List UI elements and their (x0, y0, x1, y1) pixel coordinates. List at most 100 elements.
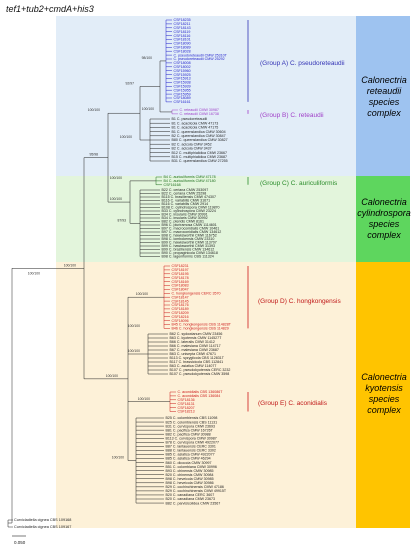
outgroup-leaf: Curvicladiella cignea CBS 109167 (14, 525, 71, 529)
group-a-leaf: CSF16161 (174, 100, 191, 104)
kyotensis-leaf: B20 C. canadiana CMW 23673 (166, 497, 216, 501)
outgroup-leaf: Curvicladiella cignea CBS 109168 (14, 518, 71, 522)
reteaudii-leaf: B31 C. queenslandica CMW 27255 (172, 159, 228, 163)
reteaudii-leaf: B1 C. acaciicola CMW 47175 (172, 126, 219, 130)
support-value: 87/93 (118, 218, 127, 222)
support-value: 100/100 (106, 374, 118, 378)
group-a-leaf: CSF18002 (174, 65, 191, 69)
cylindrospora-leaf: B97 C. macroconidialis CMW 134612 (162, 230, 222, 234)
cylindrospora-leaf: B90 C. propaginicola CMW 134618 (162, 251, 218, 255)
support-value: 100/100 (142, 107, 154, 111)
kyotensis-leaf: B107 C. pseudokyotensis CMW 3598 (170, 372, 230, 376)
cylindrospora-leaf: B98 C. lombokensis CMW 23310 (162, 237, 215, 241)
reteaudii-leaf: B2 C. queenslandica CMW 30847 (172, 134, 226, 138)
cylindrospora-leaf: B115 C. brasiliensis CMW 474307 (162, 195, 216, 199)
kyotensis-leaf: B113 C. syzygiicola CBS 112831T (170, 356, 225, 360)
cylindrospora-leaf: B22 C. ceriana CMW 253097 (162, 188, 209, 192)
scale-bar-label: 0.050 (14, 540, 26, 545)
group-c-leaf: B4 C. auriculiformis CMW 47178 (164, 175, 216, 179)
support-value: 100/100 (64, 263, 76, 267)
kyotensis-leaf: B85 C. asiatica CMW 46294 (166, 457, 211, 461)
group-d-leaf: CSF18169 (172, 280, 189, 284)
kyotensis-leaf: B62 C. sydowianum CMW 23456 (170, 332, 223, 336)
group-a-leaf: CSF15955 (174, 88, 191, 92)
cylindrospora-leaf: B34 C. insularis CMW 30991 (162, 213, 208, 217)
kyotensis-leaf: B66 C. lateralis CMW 31412 (170, 340, 215, 344)
support-value: 100/100 (88, 108, 100, 112)
group-d-leaf: C. hongkongensis CERC 3570 (172, 292, 221, 296)
kyotensis-leaf: B82 C. pacifica CMW 30988 (166, 432, 211, 436)
cylindrospora-leaf: B99 C. braziliensis CMW 134612 (162, 248, 215, 252)
complex-color-cylindrospora (356, 176, 410, 262)
support-value: 98/100 (142, 56, 152, 60)
kyotensis-leaf: B25 C. colombiensis CBS 11098 (166, 416, 218, 420)
kyotensis-leaf: B20 C. chinensis CMW 30984 (166, 473, 214, 477)
group-c-leaf: CSF16168 (164, 183, 181, 187)
group-label-d: (Group D) C. hongkongensis (258, 298, 341, 305)
kyotensis-leaf: B78 C. curvispora CMW 4922077 (166, 441, 220, 445)
cylindrospora-leaf: B34 C. insularis CMW 30992 (162, 216, 208, 220)
group-a-leaf: CSF18116 (174, 34, 191, 38)
complex-band-reteaudii (56, 16, 356, 176)
group-label-a: (Group A) C. pseudoreteaudii (260, 60, 345, 67)
complex-band-kyotensis (56, 262, 356, 528)
cylindrospora-leaf: B99 C. hawksworthii CMW 31393 (162, 244, 216, 248)
group-d-leaf: CSF18189 (172, 307, 189, 311)
group-a-leaf: CSF18101 (174, 38, 191, 42)
group-b-leaf: C. reteaudii CMW 30987 (180, 108, 219, 112)
group-a-leaf: C. pseudoreteaudii CMW 25292 (174, 57, 225, 61)
kyotensis-leaf: B117 C. brassicicola CBS 112841 (170, 360, 224, 364)
group-a-leaf: CSF15913 (174, 77, 191, 81)
group-d-leaf: CSF18047 (172, 288, 189, 292)
group-e-leaf: CSF18213 (178, 410, 195, 414)
group-a-leaf: CSF18008 (174, 61, 191, 65)
support-value: 100/100 (28, 271, 40, 275)
support-value: 100/100 (128, 349, 140, 353)
group-a-leaf: CSF15925 (174, 73, 191, 77)
support-value: 100/100 (128, 324, 140, 328)
kyotensis-leaf: B63 C. asiatica CMW 114077 (170, 364, 217, 368)
cylindrospora-leaf: B108 C. cylindrospora CMW 119870 (162, 206, 220, 210)
kyotensis-leaf: B67 C. malesiana CMW 23687 (170, 348, 219, 352)
cylindrospora-leaf: B116 C. variabilis CMW 31671 (162, 199, 211, 203)
cylindrospora-leaf: B99 C. hawksworthii CMW 113707 (162, 241, 217, 245)
group-e-leaf: C. aconidialis CBS 136086T (178, 390, 224, 394)
kyotensis-leaf: B87 C. lantauensis CERC 3301 (166, 445, 216, 449)
reteaudii-leaf: B80 C. queenslandica CMW 30827 (172, 138, 228, 142)
group-d-leaf: B46 C. hongkongensis CBS 114829 (172, 327, 229, 331)
group-a-leaf: C. pseudoreteaudii CMW 25310T (174, 53, 228, 57)
group-d-leaf: CSF18231 (172, 264, 189, 268)
group-e-leaf: CSF18207 (178, 406, 195, 410)
group-d-leaf: CSF18178 (172, 276, 189, 280)
group-a-leaf: CSF18143 (174, 26, 191, 30)
kyotensis-leaf: B85 C. asiatica CMW 4922077 (166, 453, 215, 457)
cylindrospora-leaf: B33 C. cylindrospora CMW 23224 (162, 209, 216, 213)
group-a-leaf: CSF15960 (174, 69, 191, 73)
cylindrospora-leaf: B97 C. macroconidialis CMW 10461 (162, 227, 220, 231)
support-value: 92/97 (126, 81, 135, 85)
kyotensis-leaf: B113 C. curvispora CMW 30987 (166, 436, 217, 440)
support-value: 100/100 (138, 397, 150, 401)
kyotensis-leaf: B29 C. cochinchinensis CMW 49915T (166, 489, 227, 493)
group-label-b: (Group B) C. reteaudii (260, 112, 324, 119)
group-d-leaf: CSF18147 (172, 295, 189, 299)
complex-color-kyotensis (356, 262, 410, 528)
group-a-leaf: CSF18090 (174, 42, 191, 46)
group-d-leaf: B45 C. hongkongensis CBS 114828T (172, 323, 232, 327)
group-a-leaf: CSF18211 (174, 22, 191, 26)
group-e-leaf: C. aconidialis CBS 136084 (178, 394, 221, 398)
kyotensis-leaf: B82 C. parvisicolidea CMW 23567 (166, 501, 221, 505)
support-value: 100/100 (136, 292, 148, 296)
reteaudii-leaf: B2 C. acicola CMW 3437 (172, 147, 212, 151)
group-a-leaf: CSF18089 (174, 96, 191, 100)
group-d-leaf: CSF18209 (172, 311, 189, 315)
cylindrospora-leaf: B98 C. hawksworthii CMW 116752 (162, 234, 217, 238)
group-b-leaf: C. reteaudii CMW 16738 (180, 112, 219, 116)
reteaudii-leaf: B1 C. acaciicola CMW 47173 (172, 121, 219, 125)
group-a-leaf: CSF18235 (174, 18, 191, 22)
support-value: 100/100 (110, 197, 122, 201)
group-d-leaf: CSF18195 (172, 272, 189, 276)
kyotensis-leaf: B31 C. curvispora CMW 23693 (166, 424, 216, 428)
kyotensis-leaf: B66 C. malesiana CMW 114717 (170, 344, 221, 348)
reteaudii-leaf: B2 C. acicola CMW 3452 (172, 142, 212, 146)
